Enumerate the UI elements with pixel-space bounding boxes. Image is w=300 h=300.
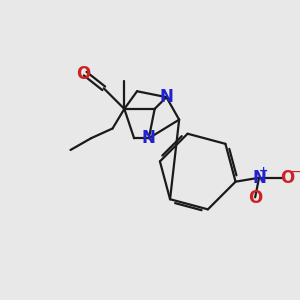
Text: O: O — [280, 169, 295, 187]
Text: +: + — [259, 166, 268, 176]
Text: N: N — [252, 169, 266, 187]
Text: N: N — [142, 129, 156, 147]
Text: −: − — [290, 165, 300, 179]
Text: N: N — [160, 88, 173, 106]
Text: O: O — [248, 189, 262, 207]
Text: O: O — [76, 64, 90, 82]
